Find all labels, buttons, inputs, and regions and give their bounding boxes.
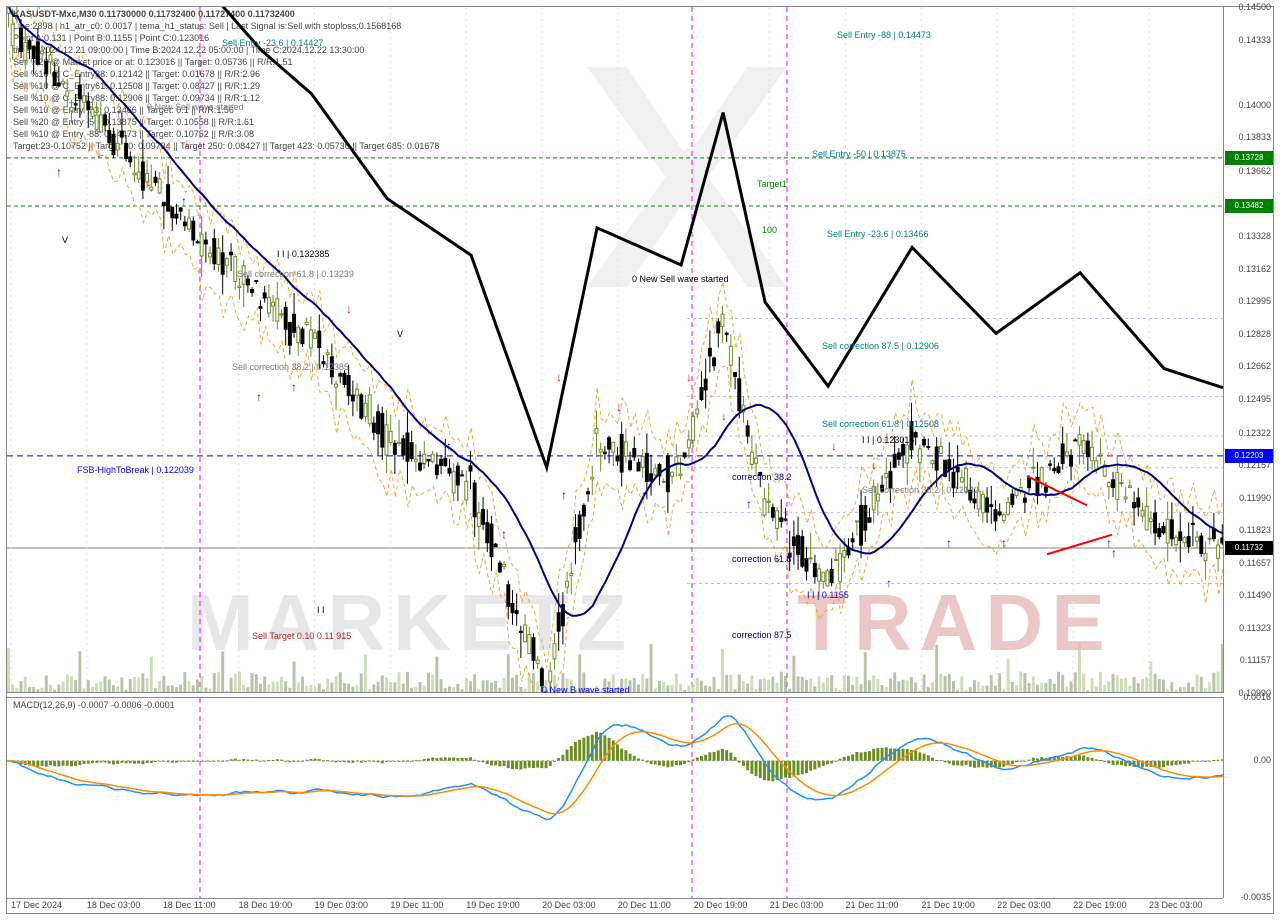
x-tick: 21 Dec 19:00 xyxy=(921,900,975,910)
chart-annotation: Sell correction 38.2 | 0.12385 xyxy=(232,362,349,372)
y-tick: 0.12662 xyxy=(1238,361,1271,371)
x-tick: 20 Dec 03:00 xyxy=(542,900,596,910)
chart-annotation: 0 New B wave started xyxy=(542,685,630,695)
chart-annotation: Sell correction 61.8 | 0.12508 xyxy=(822,419,939,429)
arrow-up-icon: ↑ xyxy=(561,488,567,502)
arrow-up-icon: ↑ xyxy=(1001,536,1007,550)
y-tick: 0.13662 xyxy=(1238,166,1271,176)
y-tick: 0.11323 xyxy=(1239,623,1271,633)
x-tick: 18 Dec 03:00 xyxy=(87,900,141,910)
y-tick: 0.11657 xyxy=(1239,558,1271,568)
x-tick: 21 Dec 03:00 xyxy=(770,900,824,910)
arrow-down-icon: ↓ xyxy=(686,370,692,384)
chart-annotation: 100 xyxy=(762,225,777,235)
arrow-up-icon: ↑ xyxy=(116,106,122,120)
x-tick: 21 Dec 11:00 xyxy=(846,900,899,910)
chart-annotation: correction 87.5 xyxy=(732,630,792,640)
arrow-up-icon: ↑ xyxy=(181,194,187,208)
chart-annotation: 0 New Sell wave started xyxy=(147,102,244,112)
x-tick: 20 Dec 19:00 xyxy=(694,900,748,910)
chart-annotation: Sell Entry -88 | 0.14473 xyxy=(837,30,931,40)
chart-annotation: Sell Entry -23.6 | 0.14427 xyxy=(222,38,323,48)
x-tick: 22 Dec 03:00 xyxy=(997,900,1051,910)
arrow-up-icon: ↑ xyxy=(501,527,507,541)
y-tick: 0.13833 xyxy=(1238,132,1271,142)
arrow-down-icon: ↓ xyxy=(616,400,622,414)
arrow-up-icon: ↑ xyxy=(446,439,452,453)
arrow-down-icon: ↓ xyxy=(346,302,352,316)
y-tick: 0.12828 xyxy=(1238,329,1271,339)
y-tick: 0.14333 xyxy=(1238,35,1271,45)
x-tick: 19 Dec 19:00 xyxy=(466,900,520,910)
chart-annotation: Sell Entry -23.6 | 0.13466 xyxy=(827,229,928,239)
price-box: 0.13482 xyxy=(1225,199,1273,213)
y-tick: 0.11823 xyxy=(1239,525,1271,535)
price-box: 0.13728 xyxy=(1225,151,1273,165)
chart-annotation: Sell correction 87.5 | 0.12906 xyxy=(822,341,939,351)
y-tick: 0.12495 xyxy=(1238,394,1271,404)
y-tick: 0.12322 xyxy=(1238,428,1271,438)
x-tick: 18 Dec 11:00 xyxy=(163,900,216,910)
macd-chart[interactable]: MACD(12,26,9) -0.0007 -0.0006 -0.0001 xyxy=(7,697,1223,898)
arrow-down-icon: ↓ xyxy=(96,146,102,160)
y-tick: 0.14000 xyxy=(1238,100,1271,110)
chart-annotation: I I | 0.1155 xyxy=(807,590,849,600)
price-box: 0.12203 xyxy=(1225,449,1273,463)
x-tick: 19 Dec 11:00 xyxy=(390,900,443,910)
arrow-down-icon: ↓ xyxy=(831,439,837,453)
arrow-up-icon: ↑ xyxy=(291,380,297,394)
chart-annotation: Target1 xyxy=(757,179,787,189)
chart-annotation: correction 61.8 xyxy=(732,554,792,564)
price-box: 0.11732 xyxy=(1225,541,1273,555)
arrow-up-icon: ↑ xyxy=(946,536,952,550)
x-tick: 23 Dec 03:00 xyxy=(1149,900,1203,910)
arrow-down-icon: ↓ xyxy=(721,409,727,423)
y-tick: 0.13162 xyxy=(1238,264,1271,274)
macd-y-tick: 0.0016 xyxy=(1243,692,1271,702)
main-price-chart[interactable]: KASUSDT-Mxc,M30 0.11730000 0.11732400 0.… xyxy=(7,7,1223,693)
y-tick: 0.11490 xyxy=(1239,590,1271,600)
chart-annotation: 0 New Sell wave started xyxy=(632,274,729,284)
arrow-up-icon: ↑ xyxy=(746,497,752,511)
x-tick: 19 Dec 03:00 xyxy=(314,900,368,910)
chart-annotation: V xyxy=(62,235,68,245)
chart-annotation: Sell Entry -50 | 0.13875 xyxy=(812,149,906,159)
chart-annotation: FSB-HighToBreak | 0.122039 xyxy=(77,465,194,475)
macd-plot xyxy=(7,698,1223,898)
chart-annotation: I I | 0.123016 xyxy=(862,435,914,445)
macd-y-tick: -0.0035 xyxy=(1240,892,1271,902)
x-tick: 22 Dec 19:00 xyxy=(1073,900,1127,910)
time-x-axis: 17 Dec 2024 18 Dec 03:00 18 Dec 11:00 18 De… xyxy=(7,898,1223,913)
arrow-up-icon: ↑ xyxy=(1111,546,1117,560)
arrow-up-icon: ↑ xyxy=(56,165,62,179)
arrow-up-icon: ↑ xyxy=(641,488,647,502)
chart-annotation: I I xyxy=(317,605,325,615)
chart-annotation: Sell correction 61.8 | 0.13239 xyxy=(237,269,354,279)
chart-annotation: correction 38.2 xyxy=(732,472,792,482)
chart-annotation: V xyxy=(397,329,403,339)
y-tick: 0.13328 xyxy=(1238,231,1271,241)
arrow-up-icon: ↑ xyxy=(886,576,892,590)
arrow-up-icon: ↑ xyxy=(421,458,427,472)
x-tick: 20 Dec 11:00 xyxy=(618,900,671,910)
y-tick: 0.11990 xyxy=(1239,493,1271,503)
price-y-axis: 0.109900.111570.113230.114900.116570.117… xyxy=(1223,7,1273,693)
macd-y-axis: -0.00350.000.0016 xyxy=(1223,697,1273,898)
y-tick: 0.12995 xyxy=(1238,296,1271,306)
chart-annotation: Sell Target 0.10 0.11 915 xyxy=(252,631,351,641)
arrow-down-icon: ↓ xyxy=(146,175,152,189)
y-tick: 0.14500 xyxy=(1238,2,1271,12)
arrow-down-icon: ↓ xyxy=(871,458,877,472)
chart-annotation: I I | 0.132385 xyxy=(277,249,329,259)
macd-y-tick: 0.00 xyxy=(1253,755,1271,765)
arrow-down-icon: ↓ xyxy=(184,136,190,150)
chart-container: MARKETZ TRADE KASUSDT-Mxc,M30 0.11730000… xyxy=(6,6,1274,914)
y-tick: 0.11157 xyxy=(1240,655,1271,665)
x-tick: 18 Dec 19:00 xyxy=(239,900,293,910)
arrow-down-icon: ↓ xyxy=(556,370,562,384)
chart-annotation: Sell correction 38.2 | 0.12142 xyxy=(862,485,979,495)
arrow-up-icon: ↑ xyxy=(256,390,262,404)
x-tick: 17 Dec 2024 xyxy=(11,900,62,910)
